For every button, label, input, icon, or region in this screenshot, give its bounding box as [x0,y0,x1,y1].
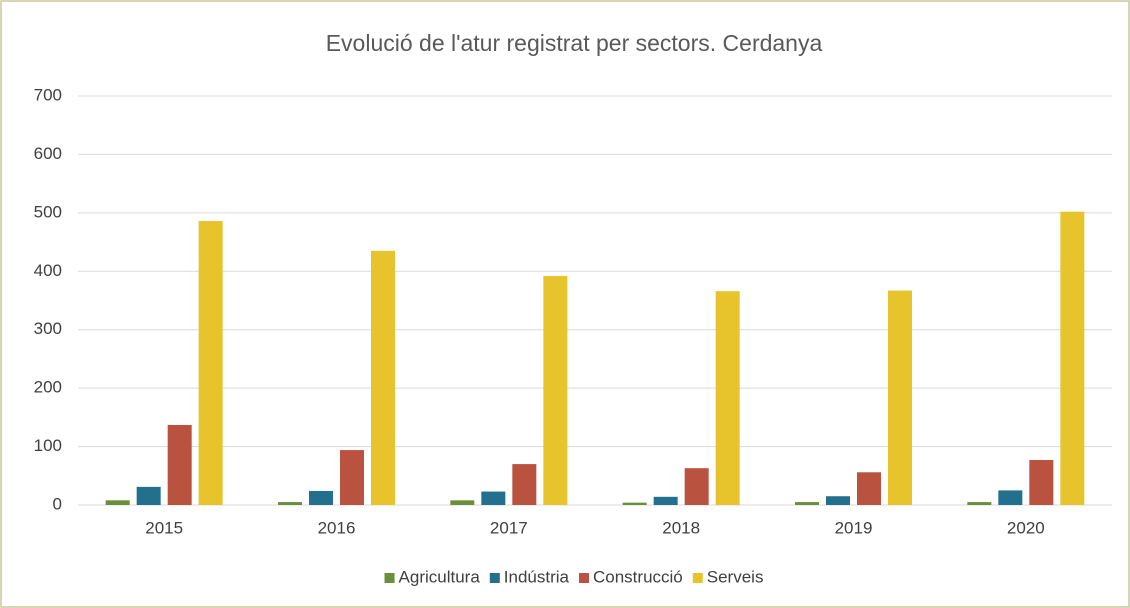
legend-swatch [489,573,500,583]
y-tick-label: 500 [34,202,62,221]
bar [278,502,302,505]
bar [105,500,130,505]
legend-label: Serveis [707,567,764,586]
x-tick-label: 2018 [662,518,700,537]
legend-swatch [579,573,590,583]
bar [512,464,537,505]
y-tick-label: 300 [34,319,62,338]
bar [826,496,850,505]
bar [684,468,709,505]
bar [167,424,192,505]
bar [136,486,161,505]
y-tick-label: 600 [34,144,62,163]
bar [653,496,678,505]
bar [795,502,819,505]
y-tick-label: 400 [34,261,62,280]
y-tick-label: 100 [34,436,62,455]
legend-label: Agricultura [399,567,481,586]
legend-swatch [692,573,703,583]
y-tick-label: 700 [34,85,62,104]
x-tick-label: 2019 [835,518,873,537]
x-tick-label: 2016 [318,518,356,537]
x-tick-label: 2020 [1007,518,1045,537]
x-tick-label: 2017 [490,518,528,537]
bar [371,250,395,505]
y-tick-label: 0 [53,494,62,513]
y-tick-label: 200 [34,378,62,397]
bar [543,275,568,505]
bar [450,500,475,505]
bar [998,490,1023,505]
bar [481,491,506,505]
x-tick-label: 2015 [145,518,183,537]
legend-swatch [384,573,395,583]
bar [857,472,881,505]
bar [198,221,223,505]
bar [340,450,364,505]
bar [1060,211,1085,505]
legend-label: Indústria [504,567,570,586]
bar [888,290,912,505]
chart-title: Evolució de l'atur registrat per sectors… [326,30,823,56]
legend-label: Construcció [593,567,683,586]
bar [967,502,992,505]
bar [1029,460,1054,505]
bar [622,502,647,505]
bar [309,490,333,505]
bar [715,291,740,505]
